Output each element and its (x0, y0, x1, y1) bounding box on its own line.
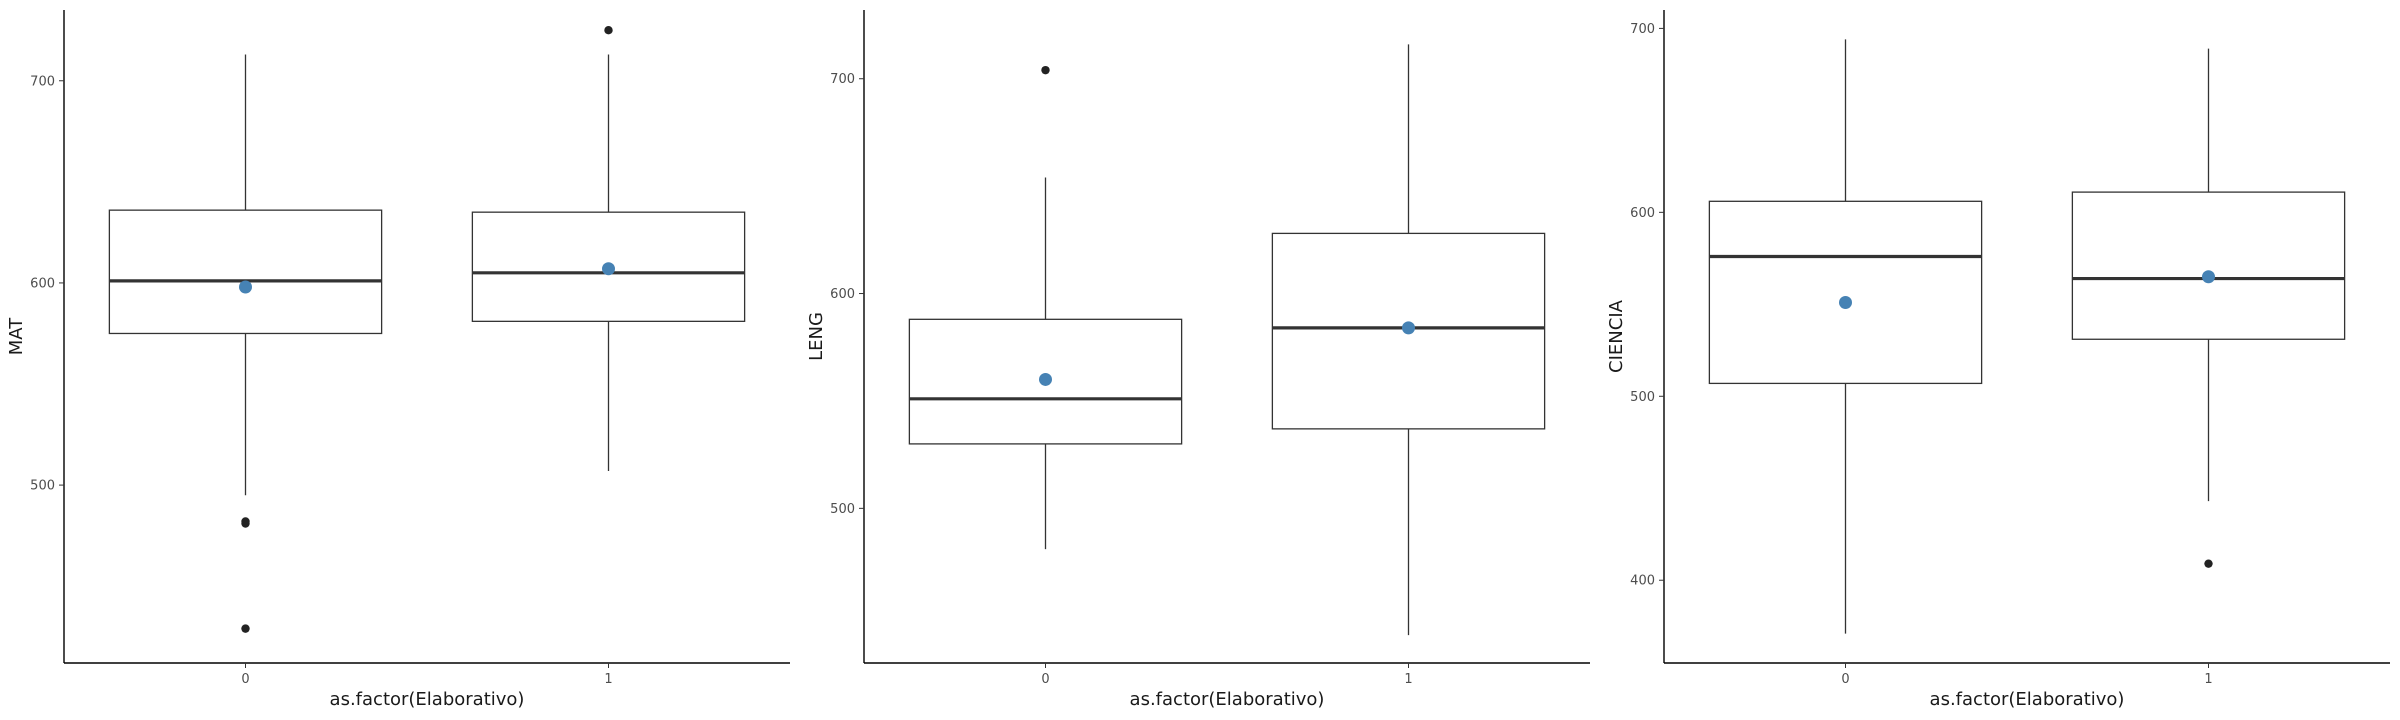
y-tick-label: 700 (1630, 22, 1655, 37)
y-tick-label: 500 (30, 479, 55, 494)
panel-0: 500 600 700 0 1 as.factor(Elaborativo) MAT (6, 10, 790, 710)
x-axis-title: as.factor(Elaborativo) (330, 689, 525, 710)
mean-point (2202, 270, 2215, 284)
panel-2: 400 500 600 700 0 1 as.factor(Elaborativo) CIEN… (1606, 10, 2390, 710)
mean-point (1039, 372, 1052, 386)
mean-point (1402, 321, 1415, 335)
y-tick-label: 600 (30, 276, 55, 291)
x-axis-title: as.factor(Elaborativo) (1130, 689, 1325, 710)
mean-point (1839, 295, 1852, 309)
x-tick-label: 0 (1841, 672, 1849, 687)
y-tick-label: 500 (830, 502, 855, 517)
panel-1: 500 600 700 0 1 as.factor(Elaborativo) LENG (806, 10, 1590, 710)
y-tick-label: 600 (1630, 206, 1655, 221)
outlier-point (1041, 65, 1050, 75)
x-axis-title: as.factor(Elaborativo) (1930, 689, 2125, 710)
y-axis-title: CIENCIA (1606, 299, 1627, 373)
mean-point (239, 280, 252, 294)
outlier-point (2204, 559, 2213, 568)
x-tick-label: 1 (2204, 672, 2212, 687)
y-tick-label: 600 (830, 287, 855, 302)
outlier-point (241, 624, 250, 633)
y-tick-label: 700 (830, 72, 855, 87)
x-tick-label: 0 (241, 672, 249, 687)
y-tick-label: 500 (1630, 390, 1655, 405)
box-iqr (1708, 200, 1983, 385)
mean-point (602, 262, 615, 276)
y-axis-title: LENG (806, 312, 827, 361)
box-iqr (108, 209, 383, 335)
x-tick-label: 1 (604, 672, 612, 687)
box-iqr (2071, 191, 2346, 340)
y-tick-label: 700 (30, 74, 55, 89)
outlier-point (241, 517, 250, 526)
x-tick-label: 1 (1404, 672, 1412, 687)
y-tick-label: 400 (1630, 574, 1655, 589)
outlier-point (604, 26, 613, 35)
x-tick-label: 0 (1041, 672, 1049, 687)
y-axis-title: MAT (6, 317, 27, 355)
